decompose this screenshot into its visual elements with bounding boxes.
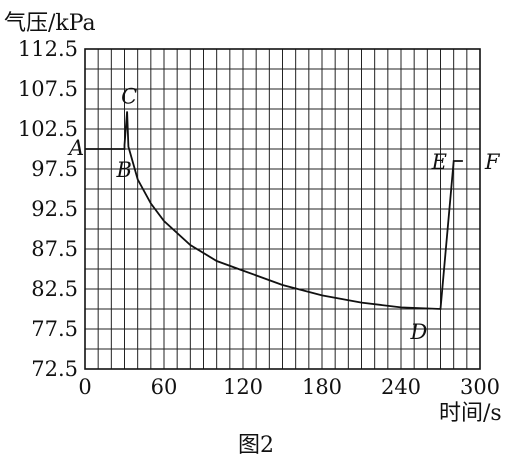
x-tick-label: 0 — [78, 375, 91, 399]
y-tick-label: 77.5 — [31, 317, 78, 341]
figure-caption: 图2 — [238, 433, 274, 458]
y-tick-label: 112.5 — [18, 37, 78, 61]
pressure-curve — [85, 111, 463, 310]
plot-frame — [84, 48, 481, 370]
y-tick-label: 82.5 — [31, 277, 78, 301]
y-tick-label: 87.5 — [31, 237, 78, 261]
annotation-b: B — [116, 158, 132, 182]
annotation-f: F — [484, 150, 501, 174]
y-axis-label: 气压/kPa — [4, 11, 96, 36]
x-axis-label: 时间/s — [439, 401, 502, 426]
annotation-a: A — [67, 136, 84, 160]
y-tick-label: 92.5 — [31, 197, 78, 221]
y-tick-label: 72.5 — [31, 357, 78, 381]
y-tick-labels: 112.5 107.5 102.5 97.5 92.5 87.5 82.5 77.5 72.5 — [18, 37, 78, 381]
y-tick-label: 97.5 — [31, 157, 78, 181]
y-tick-label: 107.5 — [18, 77, 78, 101]
x-tick-label: 300 — [460, 375, 500, 399]
x-tick-label: 240 — [381, 375, 421, 399]
x-tick-label: 120 — [223, 375, 263, 399]
y-tick-label: 102.5 — [18, 117, 78, 141]
annotation-c: C — [121, 84, 137, 108]
annotation-d: D — [410, 320, 428, 344]
annotation-e: E — [431, 150, 447, 174]
x-tick-label: 60 — [151, 375, 178, 399]
point-annotations: A B C D E F — [67, 84, 501, 344]
x-tick-labels: 0 60 120 180 240 300 — [78, 375, 500, 399]
grid — [84, 48, 481, 370]
x-tick-label: 180 — [302, 375, 342, 399]
